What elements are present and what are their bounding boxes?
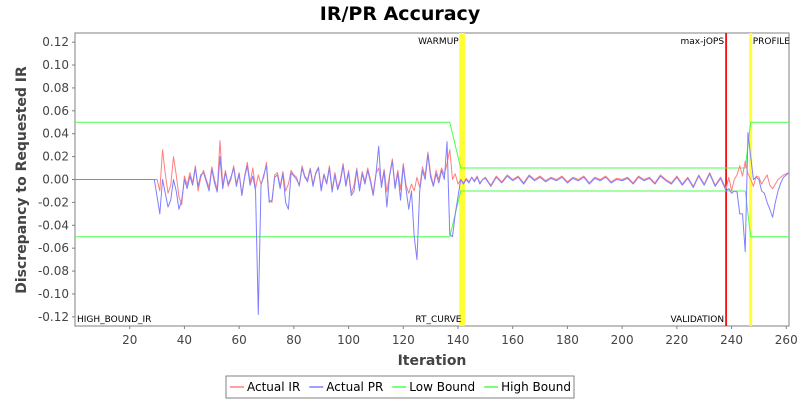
x-tick-label: 140 [447,333,470,347]
y-tick-label: 0.06 [42,104,69,118]
x-tick-label: 200 [611,333,634,347]
y-tick-label: 0.12 [42,35,69,49]
y-axis-label: Discrepancy to Requested IR [14,66,30,294]
legend-label: Actual PR [326,380,383,394]
legend-label: Actual IR [247,380,300,394]
y-tick-label: 0.08 [42,81,69,95]
y-tick-label: -0.06 [38,241,69,255]
legend-label: Low Bound [409,380,475,394]
x-tick-label: 80 [286,333,301,347]
y-tick-label: 0.02 [42,150,69,164]
y-tick-label: -0.02 [38,195,69,209]
y-tick-label: -0.08 [38,264,69,278]
y-tick-label: -0.12 [38,310,69,324]
y-tick-label: -0.10 [38,287,69,301]
x-tick-label: 40 [177,333,192,347]
x-tick-label: 120 [392,333,415,347]
x-tick-label: 20 [122,333,137,347]
legend: Actual IR Actual PR Low Bound High Bound [225,375,575,399]
x-axis: 20 40 60 80 100 120 140 160 180 200 220 240 260 [122,326,798,347]
legend-label: High Bound [501,380,571,394]
x-axis-label: Iteration [398,353,467,369]
x-tick-label: 60 [231,333,246,347]
y-axis: -0.12 -0.10 -0.08 -0.06 -0.04 -0.02 0.00 0.02 0.… [38,35,75,324]
marker-label: RT_CURVE [415,315,461,325]
x-tick-label: 180 [556,333,579,347]
x-tick-label: 240 [720,333,743,347]
x-tick-label: 160 [501,333,524,347]
marker-label: HIGH_BOUND_IR [77,315,151,325]
marker-label: PROFILE [753,37,791,47]
x-tick-label: 220 [665,333,688,347]
marker-label: max-jOPS [680,37,724,47]
marker-label: WARMUP [418,37,459,47]
x-tick-label: 100 [337,333,360,347]
y-tick-label: 0.10 [42,58,69,72]
y-tick-label: 0.04 [42,127,69,141]
series-line [75,190,789,238]
series-line [75,132,790,316]
x-tick-label: 260 [775,333,798,347]
y-tick-label: -0.04 [38,218,69,232]
marker-label: VALIDATION [670,315,724,325]
y-tick-label: 0.00 [42,173,69,187]
chart-title: IR/PR Accuracy [320,3,481,25]
series-lines [75,121,790,316]
